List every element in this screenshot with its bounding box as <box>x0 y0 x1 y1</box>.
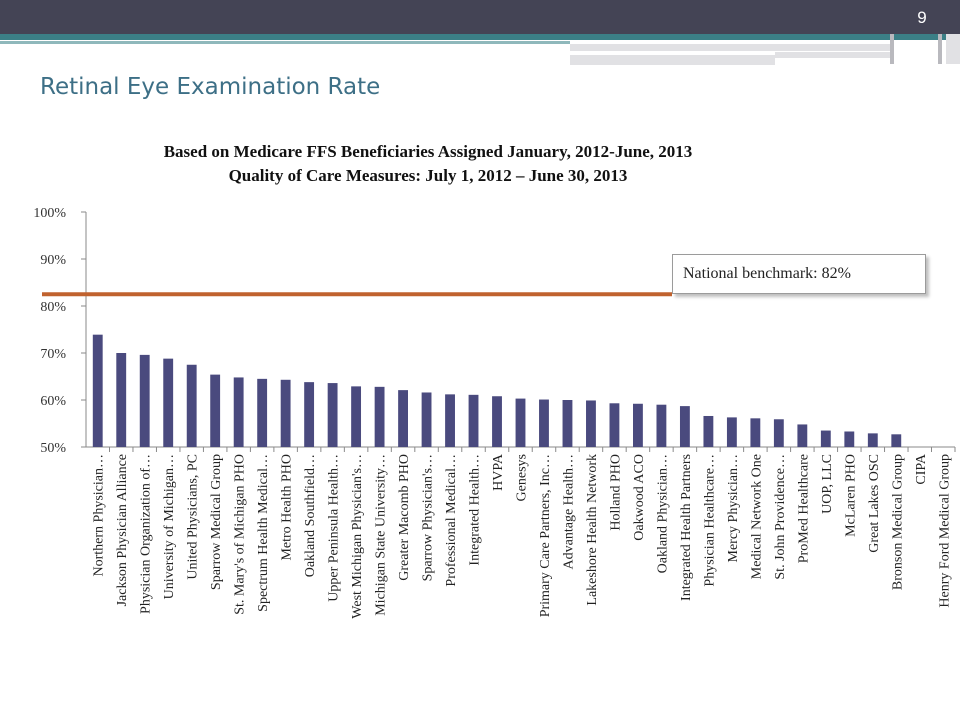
bar <box>421 392 432 447</box>
x-tick-label: Michigan State University… <box>374 454 389 616</box>
x-tick-label: Bronson Medical Group <box>890 454 905 590</box>
x-tick-label: Physician Organization of… <box>139 454 154 614</box>
x-tick-label: Oakland Southfield… <box>303 454 318 577</box>
bar <box>92 334 103 447</box>
header-deco-divider-2 <box>938 34 942 64</box>
x-tick-label: Professional Medical… <box>444 454 459 587</box>
header-accent-line <box>0 34 960 40</box>
benchmark-label: National benchmark: 82% <box>672 254 926 294</box>
bar <box>445 394 455 447</box>
x-tick-label: McLaren PHO <box>843 454 858 537</box>
y-tick-label: 70% <box>40 347 66 362</box>
chart-title: Based on Medicare FFS Beneficiaries Assi… <box>164 142 693 161</box>
bar <box>515 398 526 447</box>
bar <box>773 419 784 447</box>
bar <box>398 390 408 447</box>
x-tick-label: Greater Macomb PHO <box>397 454 412 581</box>
x-tick-label: Holland PHO <box>608 454 623 531</box>
x-tick-label: Advantage Health… <box>561 454 576 569</box>
bar <box>703 415 714 447</box>
bar <box>139 354 150 447</box>
x-tick-label: West Michigan Physician's… <box>350 454 365 619</box>
x-tick-label: Great Lakes OSC <box>867 454 882 553</box>
x-tick-label: ProMed Healthcare <box>796 454 811 563</box>
bar <box>750 418 761 447</box>
y-tick-label: 50% <box>40 441 66 456</box>
x-tick-label: Oakland Physician… <box>655 454 670 573</box>
bar <box>374 386 385 447</box>
bar <box>562 400 573 447</box>
y-tick-label: 60% <box>40 394 66 409</box>
x-tick-label: UOP, LLC <box>820 454 835 514</box>
bar <box>116 353 127 447</box>
bar <box>891 434 902 447</box>
bar <box>280 379 291 447</box>
x-tick-label: St. Mary's of Michigan PHO <box>233 454 248 615</box>
x-tick-label: Henry Ford Medical Group <box>937 454 952 608</box>
header-deco-bar-2 <box>570 55 775 65</box>
x-tick-label: Mercy Physician… <box>726 454 741 562</box>
bar <box>797 424 808 447</box>
bar <box>633 403 643 447</box>
x-tick-label: Northern Physician… <box>92 454 107 576</box>
bar <box>304 382 315 447</box>
x-tick-label: Sparrow Medical Group <box>209 454 224 590</box>
x-tick-label: Integrated Health Partners <box>679 454 694 601</box>
bar <box>867 433 878 447</box>
bar-series <box>92 334 902 447</box>
header-band <box>0 0 960 34</box>
bar <box>186 364 197 447</box>
x-tick-label: HVPA <box>491 453 506 491</box>
bar <box>492 396 502 447</box>
x-tick-label: United Physicians, PC <box>186 454 201 580</box>
y-tick-label: 100% <box>33 206 66 221</box>
bar <box>844 431 855 447</box>
bar <box>210 374 221 447</box>
bar <box>586 400 596 447</box>
bar <box>351 386 362 447</box>
slide-title: Retinal Eye Examination Rate <box>40 74 381 100</box>
bar <box>609 403 620 447</box>
bar <box>327 383 338 447</box>
bar <box>820 430 831 447</box>
x-tick-label: Sparrow Physician's… <box>421 454 436 581</box>
y-tick-label: 80% <box>40 300 66 315</box>
bar <box>679 406 690 447</box>
x-tick-label: University of Michigan… <box>162 454 177 599</box>
x-tick-label: Upper Peninsula Health… <box>327 454 342 602</box>
chart-subtitle: Quality of Care Measures: July 1, 2012 –… <box>229 166 628 185</box>
bar <box>257 378 268 447</box>
header-deco-bar-3 <box>775 52 890 58</box>
bar <box>539 399 549 447</box>
bar <box>656 404 667 447</box>
y-tick-label: 90% <box>40 253 66 268</box>
x-tick-label: Oakwood ACO <box>632 454 647 541</box>
x-tick-label: Spectrum Health Medical… <box>256 454 271 612</box>
x-tick-label: Jackson Physician Alliance <box>115 454 130 606</box>
x-tick-label: St. John Providence… <box>773 454 788 580</box>
header-accent-thin-line <box>0 41 570 44</box>
x-tick-label: Metro Health PHO <box>280 454 295 561</box>
header-deco-divider-1 <box>890 34 894 64</box>
bar <box>468 394 479 447</box>
page-number: 9 <box>917 8 927 27</box>
header-deco-block <box>946 34 960 64</box>
x-tick-label: CIPA <box>914 453 929 485</box>
x-tick-label: Integrated Health… <box>468 454 483 566</box>
x-tick-label: Medical Network One <box>749 454 764 579</box>
bar <box>233 377 244 447</box>
x-tick-label: Primary Care Partners, Inc… <box>538 454 553 617</box>
bar <box>726 417 737 447</box>
bar <box>163 358 174 447</box>
x-tick-label: Genesys <box>515 454 530 501</box>
header-deco-bar-1 <box>570 44 890 51</box>
x-axis-labels: Northern Physician… Jackson Physician All… <box>92 447 956 619</box>
x-tick-label: Lakeshore Health Network <box>585 454 600 606</box>
x-tick-label: Physician Healthcare… <box>702 454 717 587</box>
